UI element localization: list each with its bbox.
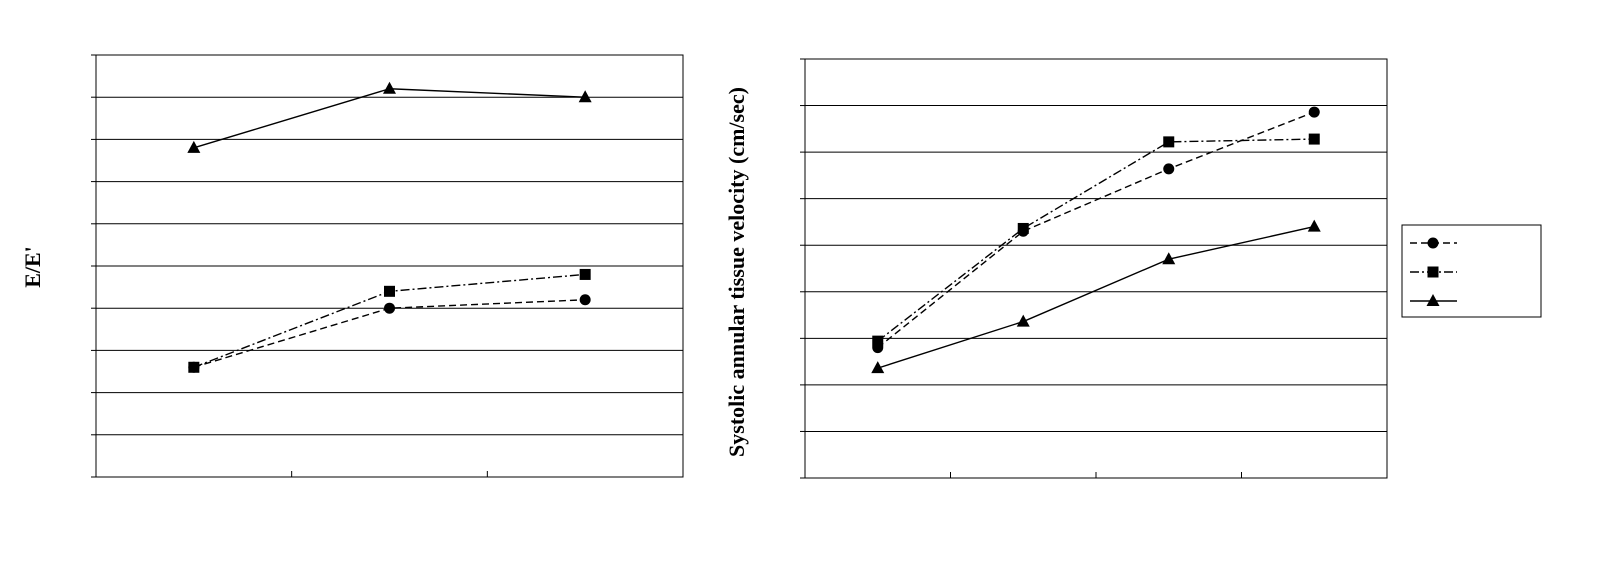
data-point-square (1017, 222, 1029, 234)
data-point-triangle (578, 90, 592, 103)
series-line (877, 225, 1315, 369)
data-point-square (872, 335, 884, 347)
y-axis-title: E/E' (20, 246, 45, 288)
chart-ee-ratio: E/E' (20, 54, 684, 478)
data-point-triangle (187, 140, 201, 153)
data-point-circle (1163, 163, 1175, 175)
series-group-1 (188, 294, 591, 373)
series-group-2 (872, 133, 1320, 347)
legend-marker-circle (1427, 237, 1439, 249)
data-point-square (1163, 136, 1175, 148)
series-group-1 (872, 106, 1320, 354)
plot-area (95, 54, 684, 478)
data-point-square (384, 285, 395, 297)
data-point-triangle (383, 81, 396, 94)
series-line (877, 111, 1315, 349)
legend-box (1401, 224, 1542, 318)
legend-marker-triangle (1426, 294, 1440, 306)
data-point-square (579, 268, 591, 280)
series-group-3 (871, 219, 1321, 374)
data-point-circle (579, 294, 591, 306)
data-point-square (188, 361, 200, 373)
data-point-triangle (1162, 252, 1176, 265)
data-point-triangle (1307, 219, 1321, 232)
data-point-triangle (871, 361, 885, 374)
chart-systolic-velocity: Systolic annular tissue velocity (cm/sec… (724, 58, 1388, 479)
y-axis-title: Systolic annular tissue velocity (cm/sec… (724, 87, 749, 457)
data-point-triangle (1016, 314, 1030, 327)
legend-marker-square (1427, 266, 1439, 278)
series-line (877, 138, 1315, 342)
series-group-3 (187, 81, 592, 153)
legend (1401, 224, 1542, 318)
data-point-square (1308, 133, 1320, 145)
data-point-circle (1308, 106, 1320, 118)
series-group-2 (188, 268, 591, 373)
plot-area (804, 58, 1388, 479)
data-point-circle (384, 302, 395, 314)
